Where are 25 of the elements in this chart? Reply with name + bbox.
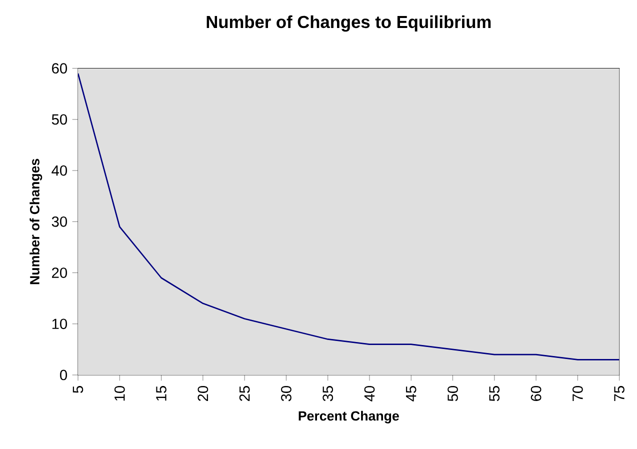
x-tick-label: 25 (239, 386, 250, 401)
x-tick-label: 15 (156, 386, 166, 401)
y-tick-label: 60 (52, 63, 68, 74)
x-tick-label: 40 (364, 386, 375, 402)
x-tick-label: 70 (572, 386, 583, 401)
y-tick-label: 0 (60, 370, 68, 380)
x-tick-label: 60 (530, 386, 542, 401)
y-axis-title: Number of Changes (30, 158, 42, 284)
x-tick-label: 55 (489, 386, 500, 402)
y-tick-label: 50 (52, 114, 68, 125)
x-tick-label: 50 (448, 386, 458, 402)
y-tick-label: 30 (52, 216, 68, 227)
x-tick-label: 20 (198, 386, 208, 401)
x-tick-label: 5 (72, 386, 84, 393)
x-tick-label: 45 (406, 386, 416, 402)
y-tick-label: 40 (52, 165, 68, 176)
x-axis-title: Percent Change (298, 410, 399, 424)
x-tick-label: 10 (114, 386, 125, 401)
y-tick-label: 10 (52, 318, 68, 330)
x-tick-label: 75 (614, 386, 624, 401)
x-tick-label: 30 (281, 386, 292, 402)
line-series (78, 72, 620, 360)
chart-title: Number of Changes to Equilibrium (206, 15, 491, 32)
x-tick-label: 35 (322, 386, 334, 402)
y-tick-label: 20 (52, 268, 68, 278)
